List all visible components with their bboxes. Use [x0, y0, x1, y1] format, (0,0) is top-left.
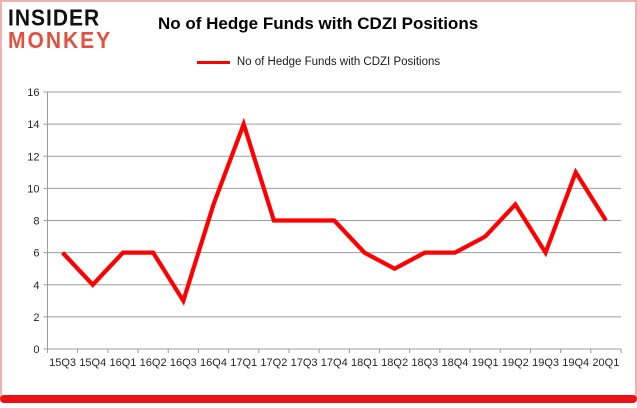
- y-tick-label: 10: [27, 183, 39, 195]
- x-tick-label: 20Q1: [592, 357, 619, 369]
- x-tick-label: 17Q4: [321, 357, 348, 369]
- logo-line-monkey: MONKEY: [8, 28, 113, 54]
- x-tick-label: 17Q3: [291, 357, 318, 369]
- x-tick-label: 15Q4: [79, 357, 106, 369]
- legend-line-swatch: [196, 60, 230, 64]
- y-tick-label: 8: [33, 216, 39, 228]
- x-tick-label: 18Q1: [351, 357, 378, 369]
- logo-line-insider: INSIDER: [8, 5, 101, 31]
- plot-area: 0 2 4 6 8 10 12 14 16 15Q3 15Q4 16Q1 16Q2 16Q3 16Q4 17Q…: [0, 78, 637, 378]
- y-tick-label: 16: [27, 87, 39, 99]
- x-tick-label: 19Q4: [562, 357, 589, 369]
- x-tick-label: 16Q3: [170, 357, 197, 369]
- x-tick-label: 18Q3: [411, 357, 438, 369]
- x-tick-label: 19Q3: [532, 357, 559, 369]
- chart-title: No of Hedge Funds with CDZI Positions: [158, 14, 479, 33]
- series-line: [61, 117, 608, 306]
- x-tick-label: 16Q4: [200, 357, 227, 369]
- legend-label: No of Hedge Funds with CDZI Positions: [236, 56, 441, 68]
- x-tick-label: 16Q1: [109, 357, 136, 369]
- frame-border-right: [635, 0, 637, 398]
- x-tick-label: 19Q2: [502, 357, 529, 369]
- x-tick-label: 18Q2: [381, 357, 408, 369]
- y-tick-label: 6: [33, 248, 39, 260]
- x-tick-label: 18Q4: [442, 357, 469, 369]
- x-tick-label: 17Q2: [260, 357, 287, 369]
- frame-border-bottom: [0, 395, 637, 403]
- insider-monkey-logo: INSIDER MONKEY: [8, 7, 112, 52]
- x-tick-label: 15Q3: [49, 357, 76, 369]
- frame-border-left: [0, 0, 2, 398]
- y-tick-label: 0: [33, 344, 39, 356]
- x-tick-label: 16Q2: [140, 357, 167, 369]
- frame-border-top: [0, 0, 637, 2]
- y-tick-label: 4: [33, 280, 39, 292]
- x-tick-label: 17Q1: [230, 357, 257, 369]
- y-tick-label: 12: [27, 151, 39, 163]
- y-tick-label: 2: [33, 312, 39, 324]
- chart-legend: No of Hedge Funds with CDZI Positions: [0, 56, 637, 68]
- y-tick-label: 14: [27, 119, 39, 131]
- x-tick-label: 19Q1: [472, 357, 499, 369]
